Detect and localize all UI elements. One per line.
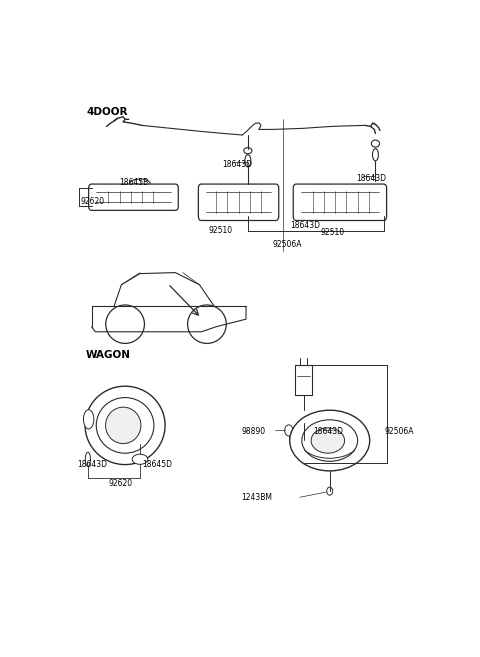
Text: 18643D: 18643D: [77, 461, 107, 469]
Ellipse shape: [106, 407, 141, 443]
Text: 92620: 92620: [108, 479, 132, 488]
Text: 18643D: 18643D: [356, 174, 386, 183]
Text: 18645B: 18645B: [120, 178, 149, 187]
Ellipse shape: [188, 305, 226, 344]
Text: 92510: 92510: [321, 227, 345, 237]
Ellipse shape: [311, 428, 345, 453]
Ellipse shape: [132, 454, 148, 464]
Text: 92506A: 92506A: [384, 428, 414, 436]
Ellipse shape: [84, 410, 94, 429]
Ellipse shape: [106, 305, 144, 344]
Ellipse shape: [244, 148, 252, 154]
Ellipse shape: [285, 425, 293, 436]
Text: 92506A: 92506A: [272, 240, 301, 249]
Text: WAGON: WAGON: [86, 350, 131, 359]
FancyBboxPatch shape: [293, 184, 386, 221]
Ellipse shape: [96, 397, 154, 453]
Text: 1243BM: 1243BM: [241, 493, 273, 502]
Text: 92510: 92510: [209, 226, 233, 235]
Text: 18645D: 18645D: [142, 461, 172, 469]
Ellipse shape: [85, 452, 91, 466]
Ellipse shape: [290, 410, 370, 471]
Ellipse shape: [372, 140, 380, 147]
Ellipse shape: [327, 487, 333, 495]
FancyBboxPatch shape: [89, 184, 178, 210]
Ellipse shape: [245, 155, 251, 167]
Ellipse shape: [302, 420, 358, 461]
Ellipse shape: [85, 386, 165, 464]
Text: 18643D: 18643D: [313, 428, 343, 436]
Bar: [296, 365, 312, 395]
FancyBboxPatch shape: [198, 184, 279, 221]
Ellipse shape: [372, 148, 378, 161]
Ellipse shape: [314, 421, 323, 440]
Text: 18643D: 18643D: [222, 160, 252, 170]
Text: 4DOOR: 4DOOR: [86, 106, 128, 117]
Ellipse shape: [130, 179, 150, 188]
Text: 18643D: 18643D: [290, 221, 321, 230]
Text: 98890: 98890: [241, 428, 265, 436]
Text: 92620: 92620: [81, 197, 105, 206]
